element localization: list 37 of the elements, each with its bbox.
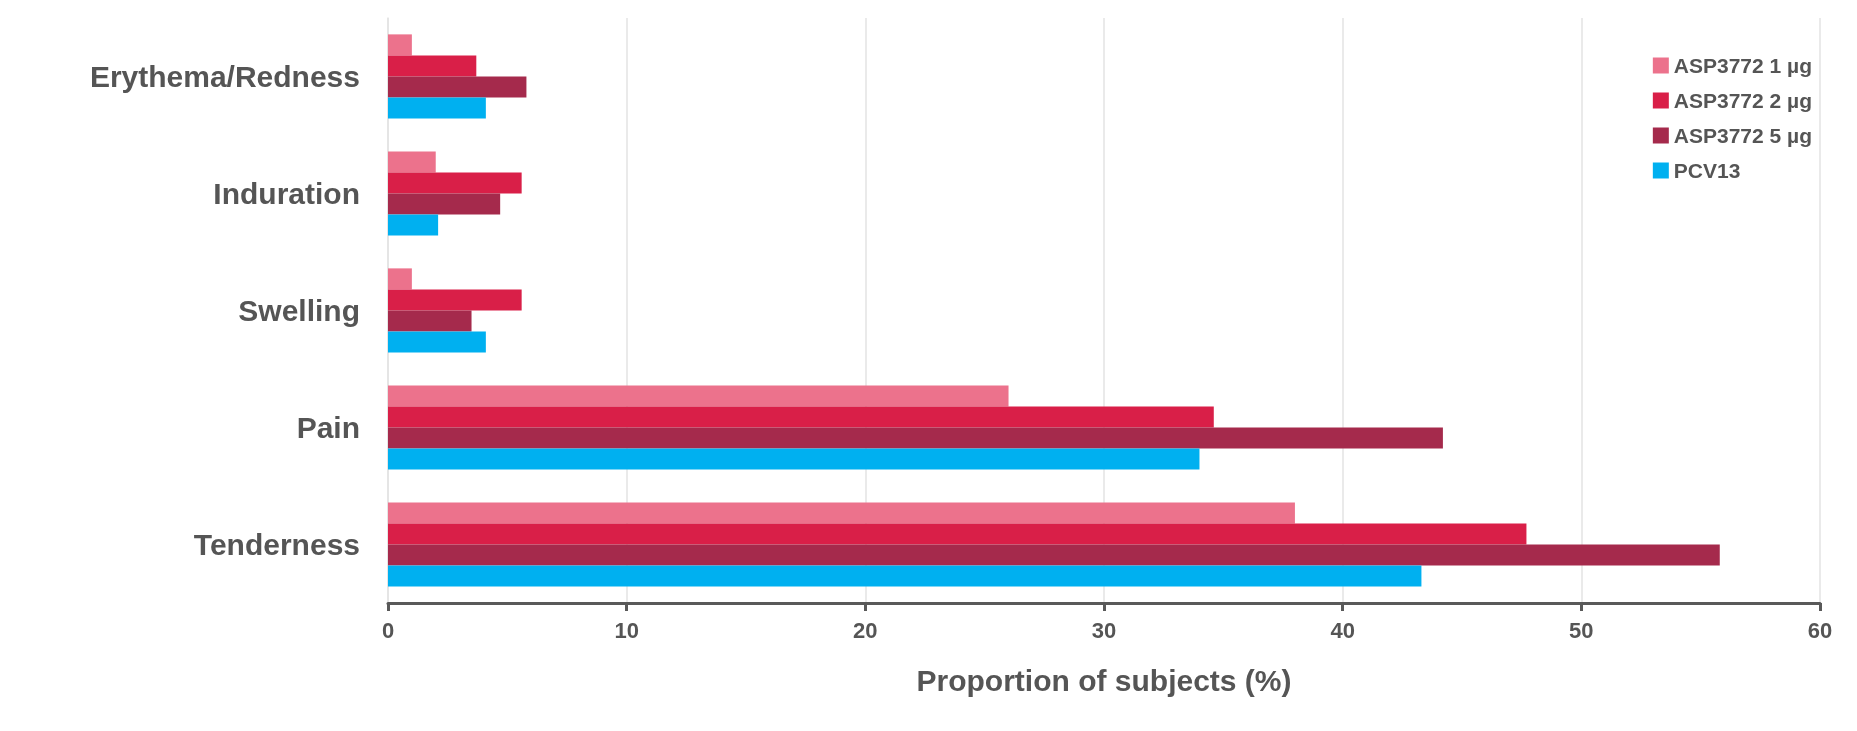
bar — [388, 193, 501, 215]
bar — [388, 565, 1422, 587]
x-axis-title: Proportion of subjects (%) — [916, 663, 1292, 697]
bar — [388, 97, 486, 119]
y-tick-label: Tenderness — [193, 528, 360, 561]
bar — [388, 268, 412, 290]
x-tick-label: 60 — [1807, 617, 1833, 643]
bar — [388, 523, 1527, 545]
legend-label: PCV13 — [1673, 159, 1741, 182]
bar — [388, 331, 486, 353]
bar — [388, 385, 1009, 407]
bar — [388, 76, 527, 98]
bar — [388, 502, 1295, 524]
bar — [388, 151, 436, 173]
legend-label: ASP3772 1 µg — [1673, 54, 1812, 77]
bar — [388, 544, 1720, 566]
y-tick-label: Pain — [296, 411, 360, 444]
bar — [388, 289, 522, 311]
legend-label: ASP3772 5 µg — [1673, 124, 1812, 147]
legend-label: ASP3772 2 µg — [1673, 89, 1812, 112]
bar — [388, 34, 412, 56]
x-tick-label: 20 — [853, 617, 878, 643]
bar — [388, 406, 1214, 428]
x-tick-label: 30 — [1091, 617, 1117, 643]
x-tick-label: 0 — [381, 617, 395, 643]
bar — [388, 55, 477, 77]
bar — [388, 214, 439, 236]
y-tick-label: Swelling — [238, 294, 360, 327]
bar — [388, 172, 522, 194]
bar — [388, 448, 1200, 470]
bar — [388, 310, 472, 332]
x-tick-label: 40 — [1330, 617, 1355, 643]
y-tick-label: Erythema/Redness — [89, 60, 360, 93]
bar — [388, 427, 1443, 449]
x-tick-label: 10 — [614, 617, 639, 643]
x-tick-label: 50 — [1569, 617, 1594, 643]
y-tick-label: Induration — [213, 177, 360, 210]
